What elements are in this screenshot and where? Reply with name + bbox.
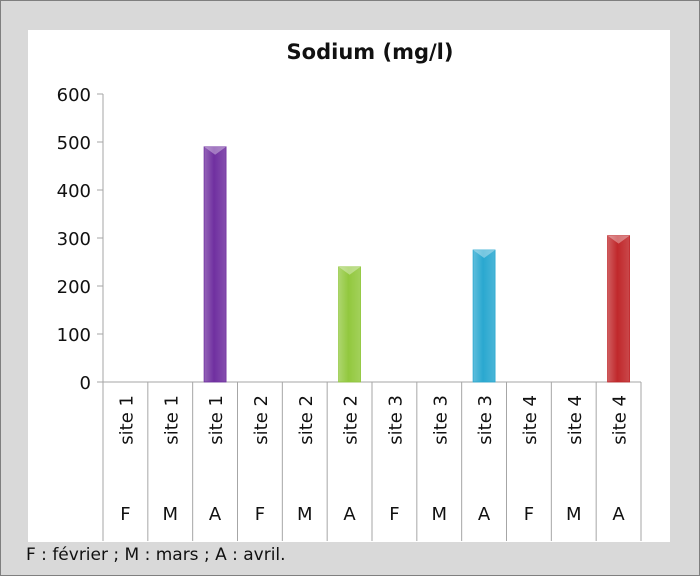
bar-site1-A [203, 146, 227, 383]
x-site-label: site 3 [385, 395, 406, 445]
y-tick-label: 600 [57, 85, 91, 106]
y-tick-label: 200 [57, 277, 91, 298]
x-month-label: A [343, 504, 356, 525]
x-site-label: site 2 [296, 395, 317, 445]
y-tick-label: 500 [57, 133, 91, 154]
x-site-label: site 4 [565, 395, 586, 445]
x-month-label: F [120, 504, 130, 525]
x-site-label: site 3 [475, 395, 496, 445]
bar-site4-A [607, 235, 630, 383]
x-month-label: F [524, 504, 534, 525]
x-month-label: M [566, 504, 582, 525]
footnote: F : février ; M : mars ; A : avril. [26, 545, 286, 565]
y-tick-label: 400 [57, 181, 91, 202]
x-site-label: site 1 [161, 395, 182, 445]
x-month-label: M [162, 504, 178, 525]
bar-site2-A [338, 266, 361, 383]
x-site-label: site 4 [520, 395, 541, 445]
bar-cap [338, 266, 361, 275]
x-site-label: site 2 [341, 395, 362, 445]
bar-cap [607, 235, 630, 244]
x-site-label: site 2 [251, 395, 272, 445]
x-month-label: M [297, 504, 313, 525]
x-month-label: F [255, 504, 265, 525]
bar-cap [473, 250, 496, 258]
x-site-label: site 4 [610, 395, 631, 445]
x-month-label: A [209, 504, 222, 525]
bar-site3-A [472, 249, 496, 383]
y-tick-label: 300 [57, 229, 91, 250]
x-month-label: A [612, 504, 625, 525]
x-site-label: site 3 [430, 395, 451, 445]
x-month-label: A [478, 504, 491, 525]
y-tick-label: 100 [57, 325, 91, 346]
x-site-label: site 1 [206, 395, 227, 445]
x-site-label: site 1 [116, 395, 137, 445]
chart-title: Sodium (mg/l) [287, 40, 454, 64]
y-tick-label: 0 [80, 373, 91, 394]
bar-cap [204, 146, 227, 155]
x-month-label: F [389, 504, 399, 525]
x-month-label: M [431, 504, 447, 525]
